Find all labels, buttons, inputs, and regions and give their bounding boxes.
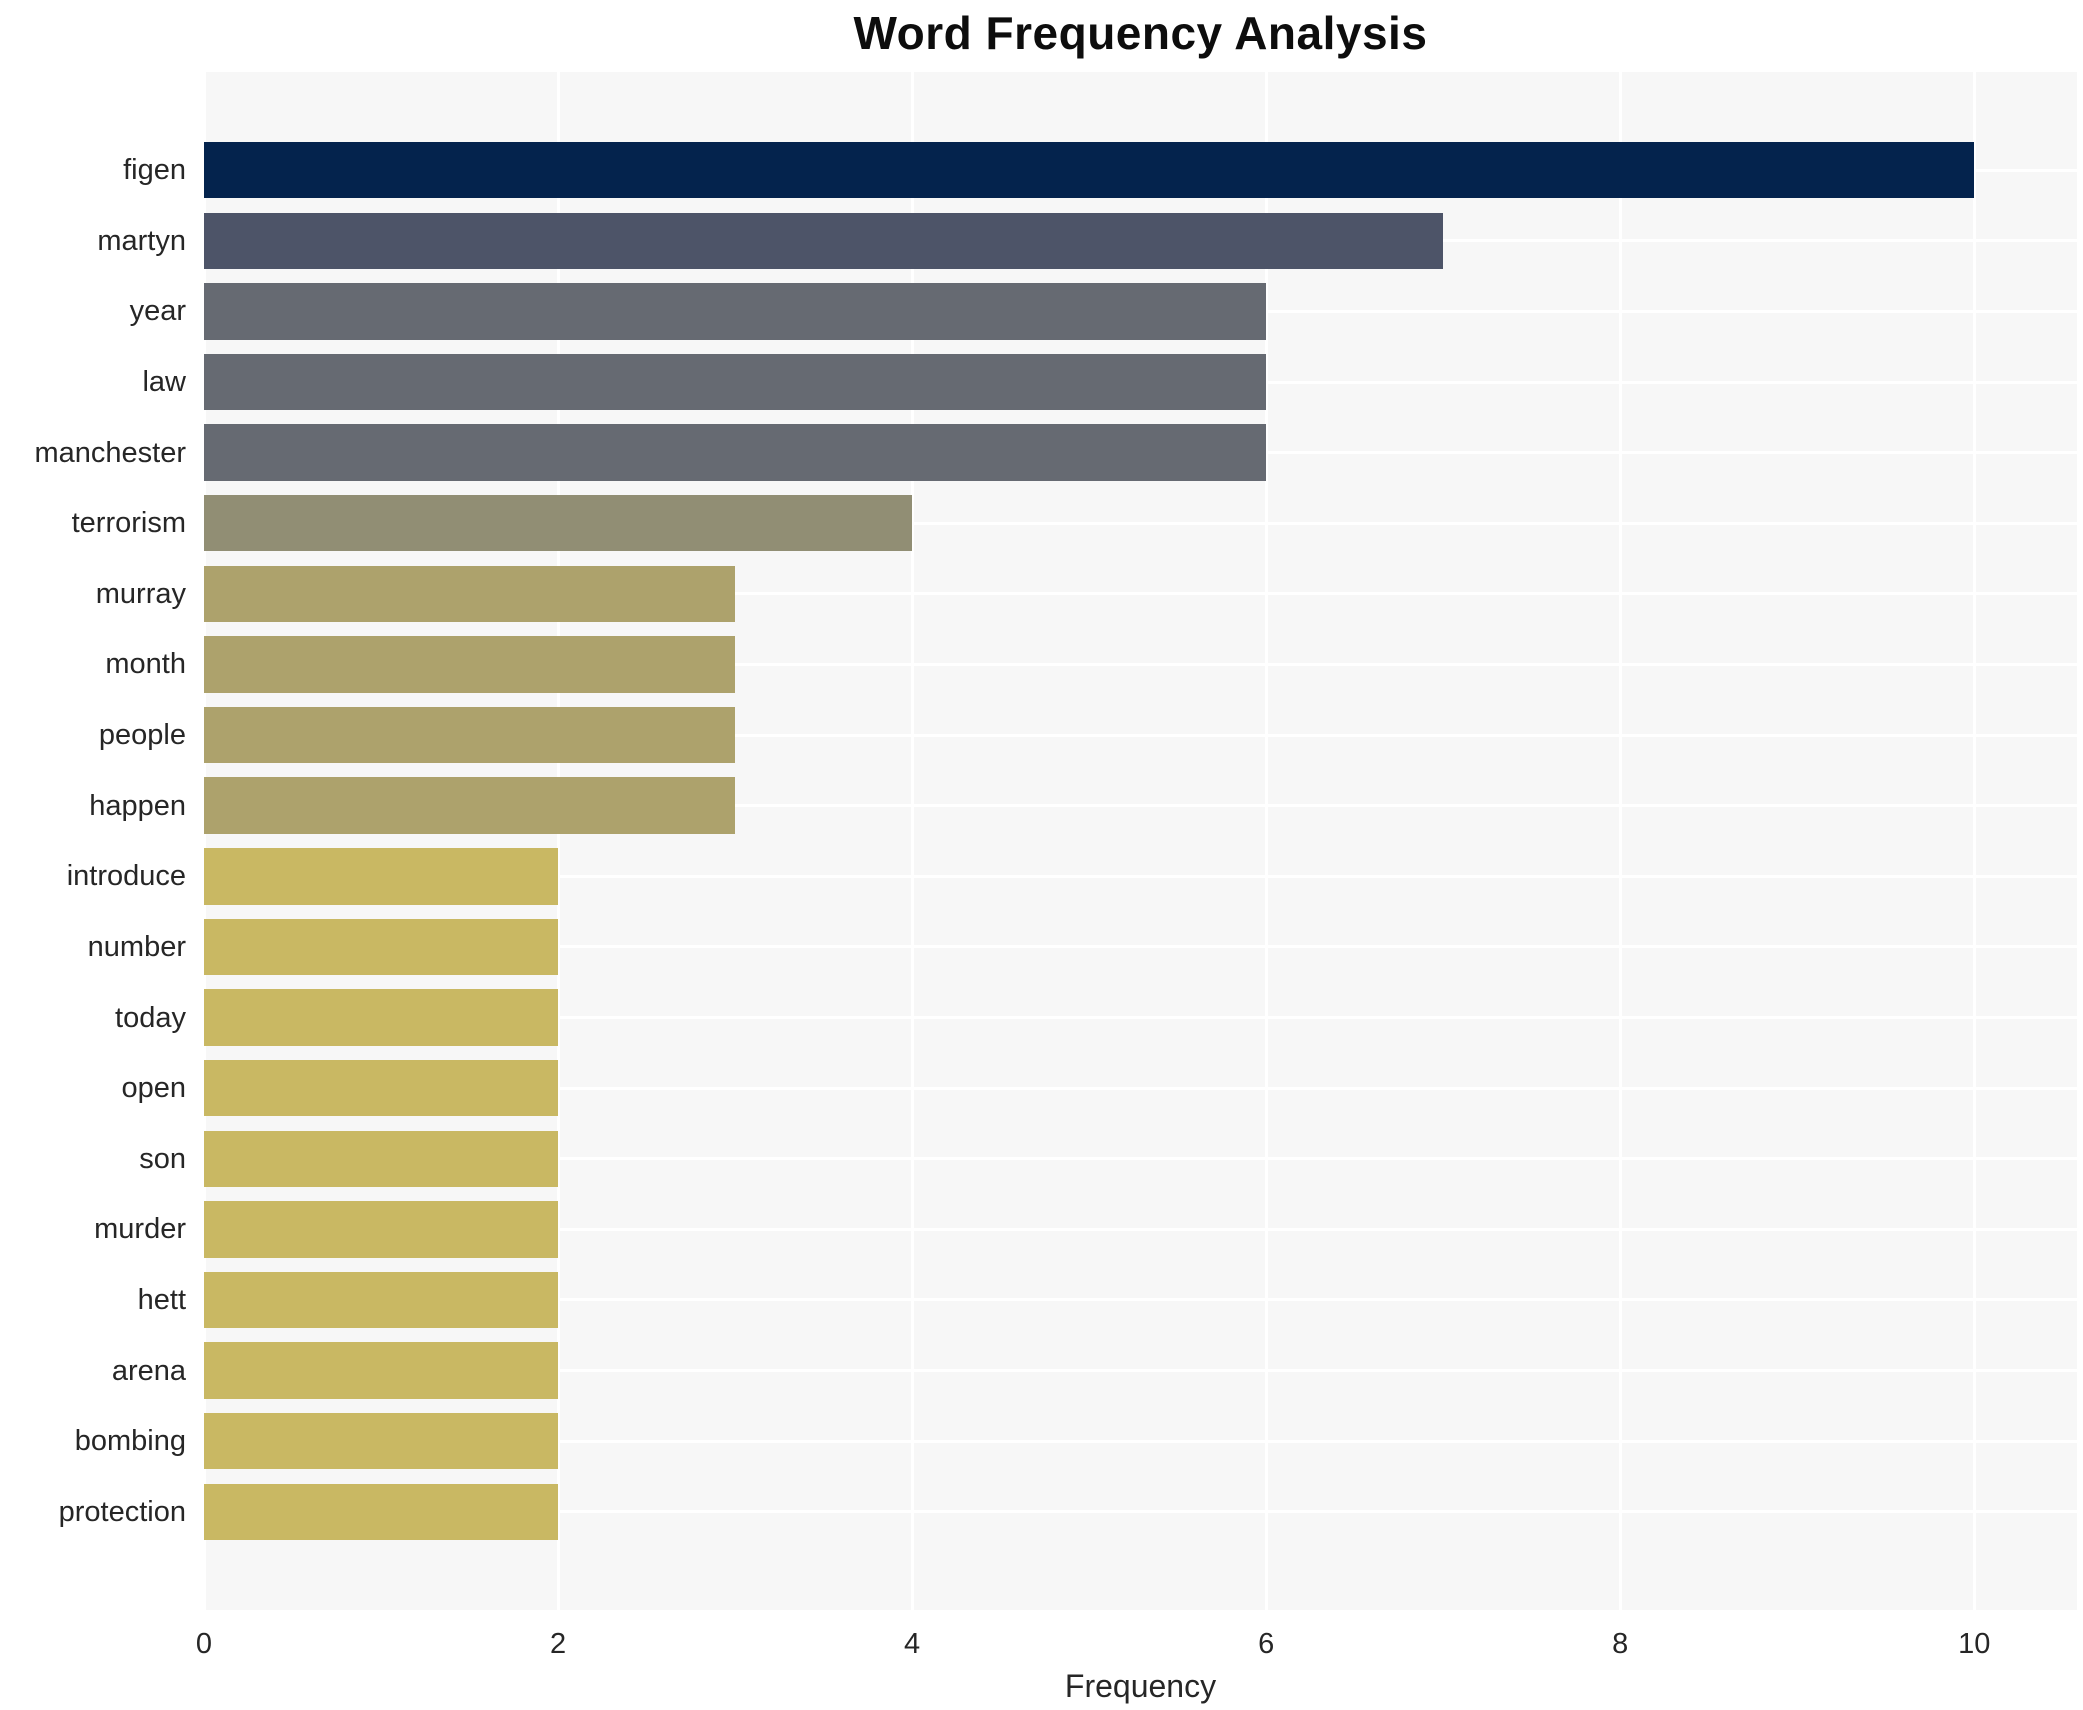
bar-open — [204, 1059, 559, 1117]
bar-number — [204, 918, 559, 976]
vertical-gridline-2 — [556, 72, 560, 1610]
horizontal-gridline — [204, 874, 2077, 878]
bar-arena — [204, 1342, 559, 1399]
y-tick-label-year: year — [129, 295, 186, 328]
bar-year — [204, 283, 1267, 340]
vertical-gridline-8 — [1618, 72, 1622, 1610]
horizontal-gridline — [204, 1298, 2077, 1302]
y-tick-label-martyn: martyn — [97, 224, 186, 257]
bar-today — [204, 989, 559, 1046]
y-tick-label-figen: figen — [123, 154, 186, 187]
horizontal-gridline — [204, 804, 2077, 808]
y-tick-label-son: son — [139, 1142, 186, 1175]
horizontal-gridline — [204, 1157, 2077, 1161]
bar-murray — [204, 565, 736, 623]
y-tick-label-arena: arena — [111, 1354, 186, 1387]
horizontal-gridline — [204, 1439, 2077, 1443]
y-tick-label-month: month — [105, 648, 186, 681]
horizontal-gridline — [204, 662, 2077, 666]
x-tick-label-0: 0 — [195, 1628, 213, 1660]
y-tick-label-terrorism: terrorism — [71, 507, 186, 540]
horizontal-gridline — [204, 945, 2077, 949]
horizontal-gridline — [204, 1369, 2077, 1373]
bar-manchester — [204, 424, 1267, 481]
x-axis-label: Frequency — [1064, 1668, 1217, 1704]
bar-bombing — [204, 1412, 559, 1470]
x-tick-label-6: 6 — [1258, 1628, 1275, 1660]
y-tick-label-happen: happen — [89, 789, 186, 822]
bar-hett — [204, 1271, 559, 1329]
bar-law — [204, 353, 1267, 411]
y-tick-label-introduce: introduce — [66, 860, 186, 893]
horizontal-gridline — [204, 1510, 2077, 1514]
bar-son — [204, 1130, 559, 1187]
bar-happen — [204, 777, 736, 834]
x-tick-label-4: 4 — [904, 1628, 921, 1660]
y-tick-label-people: people — [98, 719, 186, 752]
bar-protection — [204, 1483, 559, 1541]
bar-martyn — [204, 212, 1444, 269]
y-tick-label-bombing: bombing — [74, 1425, 186, 1458]
horizontal-gridline — [204, 1086, 2077, 1090]
y-tick-label-murder: murder — [94, 1213, 186, 1246]
y-tick-label-today: today — [115, 1001, 186, 1034]
y-tick-label-law: law — [142, 366, 186, 398]
vertical-gridline-0 — [202, 72, 206, 1610]
y-tick-label-manchester: manchester — [34, 436, 186, 469]
bar-people — [204, 706, 736, 764]
horizontal-gridline — [204, 521, 2077, 525]
x-tick-label-2: 2 — [549, 1628, 567, 1660]
y-tick-label-hett: hett — [137, 1283, 186, 1316]
bar-terrorism — [204, 494, 913, 552]
vertical-gridline-6 — [1264, 72, 1268, 1610]
bar-introduce — [204, 848, 559, 905]
bar-month — [204, 636, 736, 693]
y-tick-label-protection: protection — [58, 1495, 186, 1528]
bar-murder — [204, 1201, 559, 1258]
horizontal-gridline — [204, 733, 2077, 737]
x-tick-label-10: 10 — [1958, 1628, 1991, 1660]
horizontal-gridline — [204, 1016, 2077, 1020]
plot-area — [202, 72, 2077, 1610]
vertical-gridline-4 — [910, 72, 914, 1610]
y-tick-label-murray: murray — [95, 577, 186, 610]
chart-title: Word Frequency Analysis — [853, 7, 1428, 59]
y-tick-label-open: open — [121, 1072, 186, 1105]
x-tick-label-8: 8 — [1612, 1628, 1629, 1660]
bar-figen — [204, 141, 1975, 199]
horizontal-gridline — [204, 1227, 2077, 1231]
horizontal-gridline — [204, 592, 2077, 596]
y-tick-label-number: number — [87, 930, 186, 963]
vertical-gridline-10 — [1972, 72, 1976, 1610]
